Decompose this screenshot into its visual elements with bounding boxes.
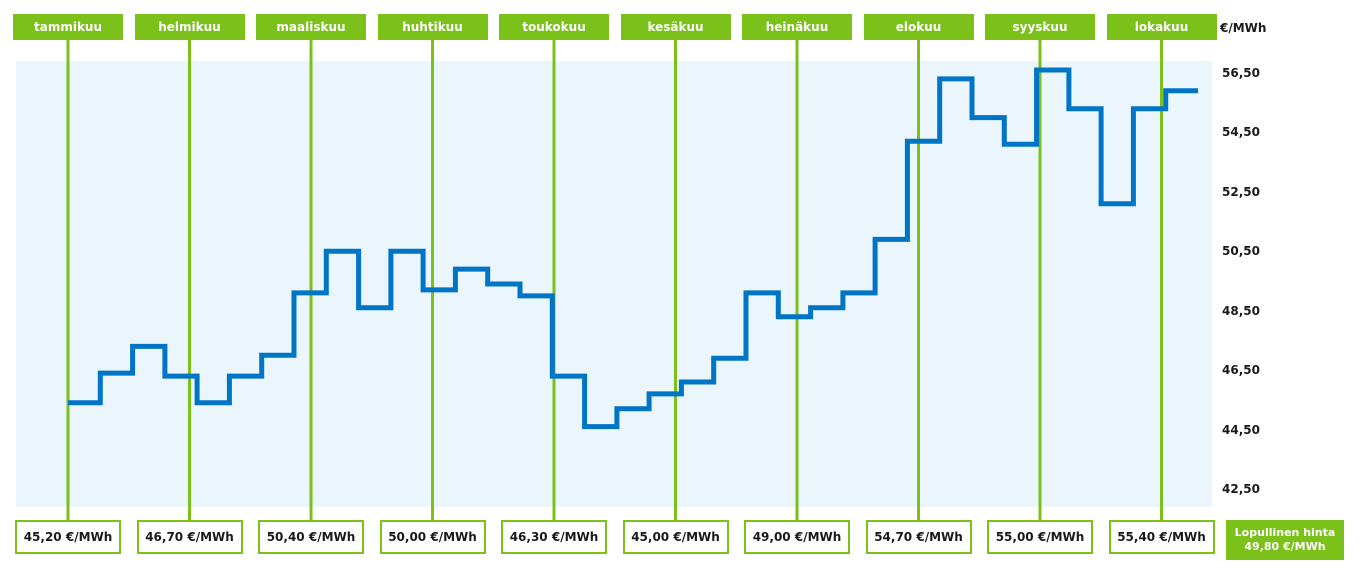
month-price: 45,00 €/MWh	[622, 520, 729, 554]
y-tick-label: 42,50	[1222, 482, 1260, 496]
month-label: helmikuu	[134, 14, 245, 40]
price-step-line	[68, 67, 1198, 430]
month-price: 49,00 €/MWh	[744, 520, 850, 554]
final-price-label: Lopullinen hinta	[1234, 526, 1336, 539]
month-label: tammikuu	[13, 14, 123, 40]
month-label: heinäkuu	[742, 14, 852, 40]
y-tick-label: 54,50	[1222, 125, 1260, 140]
y-tick-label: 46,50	[1222, 363, 1260, 378]
month-price: 50,00 €/MWh	[379, 520, 486, 554]
y-tick-label: 50,50	[1222, 244, 1260, 259]
y-tick-label: 56,50	[1222, 66, 1260, 80]
y-axis-unit-label: €/MWh	[1220, 21, 1267, 35]
month-label: toukokuu	[499, 14, 609, 40]
month-price: 46,30 €/MWh	[501, 520, 607, 554]
month-price: 54,70 €/MWh	[865, 520, 972, 554]
month-price: 46,70 €/MWh	[136, 520, 243, 554]
month-label: huhtikuu	[377, 14, 488, 40]
month-label: kesäkuu	[620, 14, 731, 40]
month-price: 45,20 €/MWh	[15, 520, 121, 554]
month-label: elokuu	[863, 14, 974, 40]
final-price-box: Lopullinen hinta 49,80 €/MWh	[1226, 520, 1344, 560]
plot-area	[16, 61, 1212, 507]
month-price: 55,00 €/MWh	[987, 520, 1093, 554]
month-price: 50,40 €/MWh	[258, 520, 364, 554]
final-price-value: 49,80 €/MWh	[1244, 540, 1326, 553]
month-label: maaliskuu	[256, 14, 366, 40]
y-tick-label: 52,50	[1222, 184, 1260, 199]
y-tick-label: 44,50	[1222, 422, 1260, 437]
month-label: syyskuu	[985, 14, 1095, 40]
month-price: 55,40 €/MWh	[1108, 520, 1215, 554]
y-tick-label: 48,50	[1222, 303, 1260, 318]
month-label: lokakuu	[1106, 14, 1217, 40]
